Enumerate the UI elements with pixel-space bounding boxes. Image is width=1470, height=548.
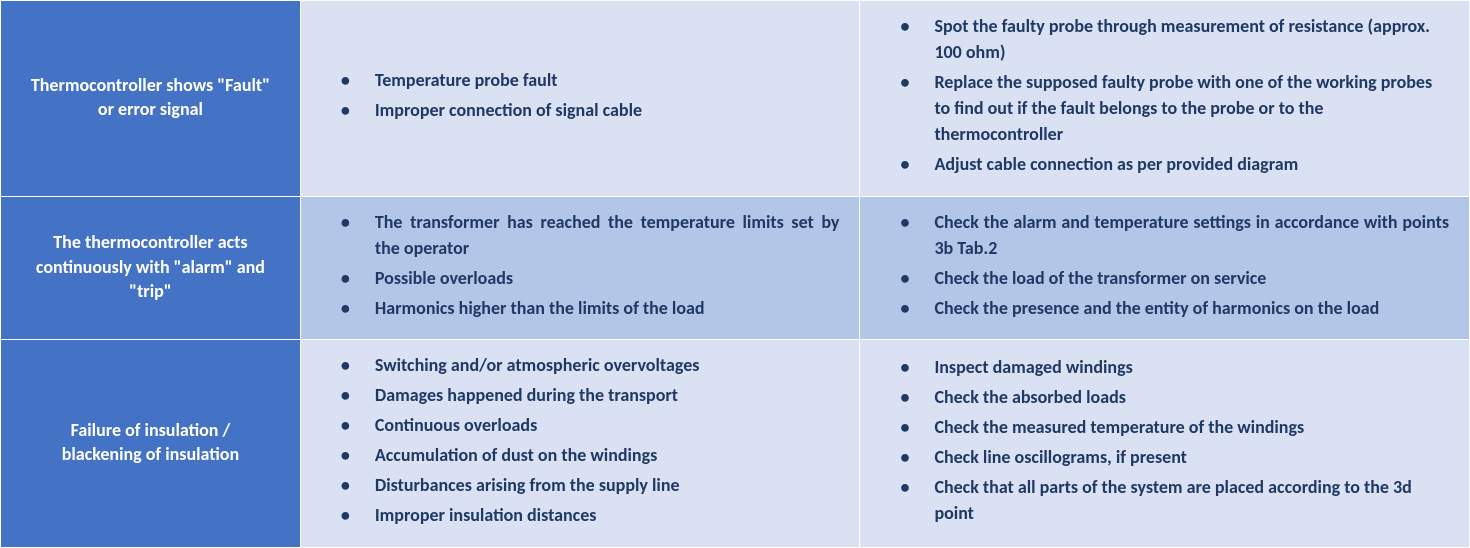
issue-text: The thermocontroller acts continuously w…: [36, 231, 265, 302]
list-item: Improper insulation distances: [331, 502, 840, 528]
list-item: Spot the faulty probe through measuremen…: [890, 13, 1449, 65]
list-item: Harmonics higher than the limits of the …: [331, 295, 840, 321]
list-item: Switching and/or atmospheric overvoltage…: [331, 352, 840, 378]
list-item: Check the alarm and temperature settings…: [890, 209, 1449, 261]
actions-list: Check the alarm and temperature settings…: [880, 209, 1449, 321]
issue-cell: Failure of insulation / blackening of in…: [1, 339, 301, 547]
issue-text: Thermocontroller shows "Fault" or error …: [31, 74, 270, 120]
table-row: Failure of insulation / blackening of in…: [1, 339, 1470, 547]
troubleshooting-table: Thermocontroller shows "Fault" or error …: [0, 0, 1470, 548]
causes-cell: Temperature probe fault Improper connecti…: [300, 1, 860, 197]
causes-cell: Switching and/or atmospheric overvoltage…: [300, 339, 860, 547]
causes-list: The transformer has reached the temperat…: [321, 209, 840, 321]
list-item: Check the load of the transformer on ser…: [890, 265, 1449, 291]
list-item: Replace the supposed faulty probe with o…: [890, 69, 1449, 147]
causes-cell: The transformer has reached the temperat…: [300, 196, 860, 339]
list-item: Temperature probe fault: [331, 67, 840, 93]
causes-list: Temperature probe fault Improper connecti…: [321, 67, 840, 123]
list-item: Check that all parts of the system are p…: [890, 474, 1449, 526]
list-item: Check the absorbed loads: [890, 384, 1449, 410]
list-item: Damages happened during the transport: [331, 382, 840, 408]
causes-list: Switching and/or atmospheric overvoltage…: [321, 352, 840, 529]
list-item: Check line oscillograms, if present: [890, 444, 1449, 470]
actions-list: Spot the faulty probe through measuremen…: [880, 13, 1449, 178]
list-item: Continuous overloads: [331, 412, 840, 438]
list-item: Possible overloads: [331, 265, 840, 291]
list-item: Check the presence and the entity of har…: [890, 295, 1449, 321]
table-row: The thermocontroller acts continuously w…: [1, 196, 1470, 339]
table-row: Thermocontroller shows "Fault" or error …: [1, 1, 1470, 197]
list-item: The transformer has reached the temperat…: [331, 209, 840, 261]
actions-cell: Inspect damaged windings Check the absorb…: [860, 339, 1470, 547]
list-item: Inspect damaged windings: [890, 354, 1449, 380]
list-item: Accumulation of dust on the windings: [331, 442, 840, 468]
issue-cell: The thermocontroller acts continuously w…: [1, 196, 301, 339]
issue-cell: Thermocontroller shows "Fault" or error …: [1, 1, 301, 197]
issue-text: Failure of insulation / blackening of in…: [62, 419, 239, 465]
list-item: Adjust cable connection as per provided …: [890, 151, 1449, 177]
list-item: Check the measured temperature of the wi…: [890, 414, 1449, 440]
list-item: Improper connection of signal cable: [331, 97, 840, 123]
actions-cell: Check the alarm and temperature settings…: [860, 196, 1470, 339]
actions-cell: Spot the faulty probe through measuremen…: [860, 1, 1470, 197]
list-item: Disturbances arising from the supply lin…: [331, 472, 840, 498]
actions-list: Inspect damaged windings Check the absorb…: [880, 354, 1449, 527]
